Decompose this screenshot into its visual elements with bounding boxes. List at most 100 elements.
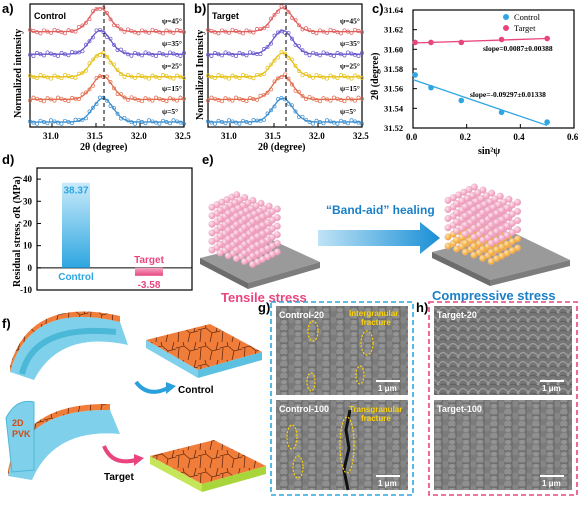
xrd-data-point — [49, 76, 53, 81]
psi-label: ψ=45° — [162, 16, 182, 25]
xrd-data-point — [140, 99, 144, 104]
lattice-atom — [444, 233, 452, 241]
x-tick-label: 0.0 — [406, 132, 418, 142]
transgranular-crack — [342, 409, 352, 491]
xrd-data-point — [234, 95, 238, 100]
fracture-highlight — [306, 372, 316, 392]
x-tick-label: 0.2 — [460, 132, 472, 142]
lattice-atom — [503, 222, 511, 230]
lattice-atom — [487, 248, 495, 256]
lattice-atom — [472, 197, 480, 205]
psi-label: ψ=5° — [340, 107, 356, 116]
lattice-atom — [503, 240, 511, 248]
xrd-data-point — [84, 90, 88, 95]
legend-target-label: Target — [514, 23, 536, 33]
xrd-data-point — [31, 95, 36, 100]
xrd-data-point — [42, 99, 46, 104]
panel-c-frame — [412, 9, 575, 129]
xrd-data-point — [80, 23, 85, 28]
psi-label: ψ=15° — [340, 84, 360, 93]
lattice-atom — [232, 255, 240, 263]
lattice-atom — [240, 258, 248, 265]
slope-control-text: slope=-0.09297±0.01338 — [470, 90, 546, 99]
xrd-fit-line — [30, 75, 184, 101]
x-tick-label: 32.0 — [309, 131, 325, 141]
legend-control-label: Control — [514, 12, 541, 22]
target-curved-arrow — [102, 445, 137, 464]
y-tick-label: 31.60 — [384, 44, 403, 54]
xrd-data-point — [227, 76, 231, 81]
panel-a-xlabel: 2θ (degree) — [80, 142, 128, 153]
xrd-data-point — [349, 76, 354, 81]
xrd-data-point — [171, 118, 176, 123]
xrd-data-point — [31, 54, 36, 58]
xrd-data-point — [154, 95, 158, 100]
fracture-highlight — [339, 416, 355, 474]
x-tick-label: 31.0 — [43, 131, 59, 141]
pvk-label-line1: 2D — [12, 418, 24, 428]
xrd-data-point — [87, 39, 92, 44]
compressive-lattice-illustration — [432, 183, 570, 286]
panel-c-xlabel: sin²ψ — [478, 146, 500, 157]
xrd-data-point — [314, 72, 319, 77]
xrd-data-point — [56, 54, 60, 58]
sem-control-20-note-line2: fracture — [361, 318, 391, 327]
lattice-atom — [208, 229, 216, 237]
lattice-atom — [232, 246, 240, 254]
xrd-fit-line — [208, 97, 362, 123]
xrd-data-point — [244, 99, 249, 104]
lattice-atom — [461, 248, 469, 256]
slope-target-text: slope=0.0087±0.00388 — [483, 44, 553, 53]
xrd-data-point — [216, 73, 221, 77]
xrd-data-point — [286, 10, 291, 15]
xrd-data-point — [45, 50, 50, 55]
bar-category-label: Target — [134, 255, 164, 266]
lattice-atom — [444, 196, 452, 204]
sem-control-100-note-line1: Transgranular — [349, 405, 402, 414]
xrd-data-point — [147, 76, 151, 81]
xrd-data-point — [115, 111, 120, 116]
healing-arrow-shape — [318, 222, 440, 254]
lattice-atom — [249, 252, 256, 260]
data-point-control — [428, 84, 434, 91]
xrd-data-point — [241, 73, 245, 77]
lattice-atom — [453, 218, 461, 226]
panel-b-xticks: 31.0 31.5 32.0 32.5 — [221, 123, 369, 141]
y-tick-label: 31.58 — [384, 64, 403, 74]
lattice-atom — [453, 245, 461, 253]
lattice-atom — [240, 215, 248, 223]
data-point-target — [428, 39, 434, 46]
lattice-atom — [461, 230, 469, 238]
lattice-atom — [216, 249, 224, 257]
lattice-atom — [216, 240, 224, 248]
panel-a-title: Control — [34, 11, 66, 21]
sem-control-100-scale: 1 μm — [378, 479, 397, 488]
psi-label: ψ=45° — [340, 16, 360, 25]
lattice-atom — [470, 206, 478, 214]
y-tick-label: 20 — [23, 218, 33, 228]
panel-f-label: f) — [2, 316, 11, 331]
sem-target-100-title: Target-100 — [437, 404, 482, 414]
lattice-atom — [479, 186, 487, 194]
tensile-stress-caption: Tensile stress — [221, 290, 307, 305]
panel-d-plot: -10 0 10 20 30 40 38.37 Control -3.58 Target — [20, 174, 192, 295]
y-tick-label: 31.52 — [384, 123, 403, 133]
fit-line-target — [412, 37, 548, 44]
xrd-data-point — [171, 76, 176, 81]
psi-label: ψ=15° — [162, 84, 182, 93]
xrd-fit-line — [208, 52, 362, 78]
pvk-label-line2: PVK — [12, 429, 31, 439]
panel-g: g) Control-20 Intergranular fracture 1 μ… — [258, 300, 414, 496]
legend-control-marker — [503, 14, 509, 20]
y-tick-label: 31.54 — [384, 103, 404, 113]
lattice-atom — [487, 230, 495, 238]
xrd-fit-line — [208, 7, 362, 33]
xrd-data-point — [136, 73, 141, 77]
xrd-data-point — [346, 50, 350, 55]
xrd-data-point — [216, 31, 221, 36]
lattice-atom — [216, 215, 224, 223]
x-tick-label: 32.5 — [353, 131, 369, 141]
xrd-data-point — [38, 73, 43, 77]
panel-e: e) Tensile stress “Band-aid” healing Com… — [200, 152, 570, 305]
